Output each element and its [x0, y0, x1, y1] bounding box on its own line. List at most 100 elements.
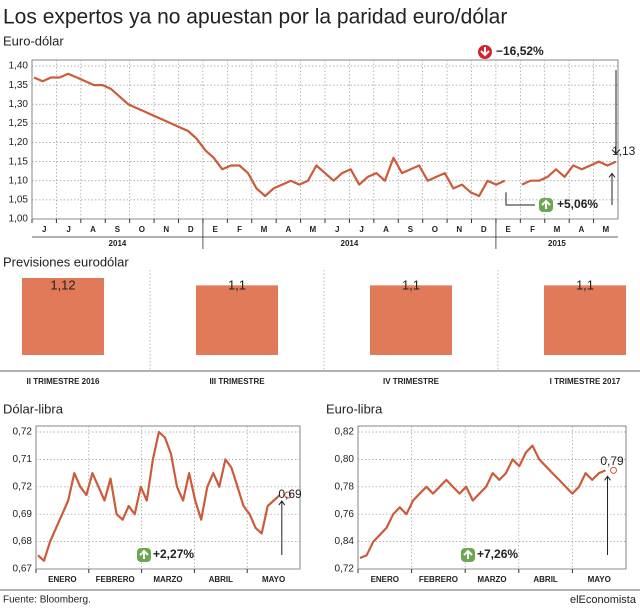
x-tick-label: J	[42, 225, 46, 234]
x-tick-label: F	[530, 225, 535, 234]
x-tick-label: S	[115, 225, 121, 234]
y-tick-label: 0,78	[335, 481, 355, 492]
x-tick-label: A	[90, 225, 96, 234]
down-arrow	[480, 47, 490, 57]
chart-title: Euro-libra	[326, 401, 383, 416]
x-tick-label: J	[66, 225, 70, 234]
category-label: I TRIMESTRE 2017	[550, 377, 621, 386]
x-tick-label: ABRIL	[533, 575, 558, 584]
y-tick-label: 0,72	[13, 427, 33, 438]
arrow	[604, 475, 611, 555]
x-tick-label: E	[212, 225, 218, 234]
category-label: II TRIMESTRE 2016	[27, 377, 100, 386]
x-tick-label: F	[237, 225, 242, 234]
y-tick-label: 0,68	[13, 536, 33, 547]
y-tick-label: 1,40	[9, 61, 29, 72]
x-tick-label: J	[335, 225, 339, 234]
x-tick-label: MAYO	[588, 575, 611, 584]
bar	[370, 285, 452, 355]
x-tick-label: A	[285, 225, 291, 234]
y-tick-label: 0,80	[335, 454, 355, 465]
plot-frame	[31, 59, 619, 220]
line-series	[521, 160, 617, 186]
chart-title: Previsiones eurodólar	[3, 254, 129, 269]
bar	[196, 285, 278, 355]
arrow	[505, 172, 616, 206]
y-tick-label: 0,71	[13, 454, 33, 465]
x-tick-label: N	[456, 225, 462, 234]
annotation: +2,27%	[153, 547, 194, 561]
value-label: 1,1	[576, 277, 594, 292]
line-series	[33, 72, 506, 198]
x-tick-label: FEBRERO	[96, 575, 135, 584]
y-tick-label: 1,35	[9, 80, 29, 91]
x-tick-label: MAYO	[262, 575, 285, 584]
value-label: 1,1	[402, 277, 420, 292]
arrow	[278, 500, 286, 555]
annotation: 0,69	[278, 487, 302, 501]
last-point	[284, 491, 292, 499]
y-tick-label: 0,72	[335, 564, 355, 575]
x-tick-label: J	[359, 225, 363, 234]
line-series	[359, 444, 606, 560]
y-tick-label: 0,84	[335, 536, 355, 547]
x-tick-label: ENERO	[48, 575, 76, 584]
annotation: 0,79	[600, 454, 624, 468]
y-tick-label: 0,76	[335, 509, 355, 520]
x-tick-label: M	[261, 225, 268, 234]
x-tick-label: MARZO	[477, 575, 506, 584]
annotation: +7,26%	[477, 547, 518, 561]
y-tick-label: 1,05	[9, 195, 29, 206]
annotation: −16,52%	[496, 44, 544, 58]
y-tick-label: 0,69	[13, 509, 33, 520]
up-icons	[137, 198, 553, 562]
category-label: III TRIMESTRE	[209, 377, 265, 386]
annotation: 1,13	[612, 144, 636, 158]
line-series	[37, 430, 281, 562]
y-tick-label: 0,82	[335, 427, 355, 438]
chart-title: Dólar-libra	[3, 401, 64, 416]
y-tick-label: 1,00	[9, 214, 29, 225]
x-tick-label: D	[481, 225, 487, 234]
source: Fuente: Bloomberg.	[3, 595, 91, 606]
x-tick-label: N	[163, 225, 169, 234]
value-label: 1,1	[228, 277, 246, 292]
y-tick-label: 1,25	[9, 118, 29, 129]
x-tick-label: M	[602, 225, 609, 234]
x-tick-label: A	[383, 225, 389, 234]
x-tick-label: ENERO	[371, 575, 399, 584]
value-label: 1,12	[50, 277, 75, 292]
bar	[544, 285, 626, 355]
y-tick-label: 1,20	[9, 137, 29, 148]
x-tick-label: M	[554, 225, 561, 234]
x-tick-label: S	[408, 225, 414, 234]
annotation: +5,06%	[557, 197, 598, 211]
main-title: Los expertos ya no apuestan por la parid…	[3, 6, 507, 29]
x-tick-label: A	[578, 225, 584, 234]
x-tick-label: O	[139, 225, 145, 234]
year-label: 2014	[341, 239, 359, 248]
x-tick-label: E	[505, 225, 511, 234]
year-label: 2014	[109, 239, 127, 248]
y-tick-label: 1,30	[9, 99, 29, 110]
x-tick-label: O	[432, 225, 438, 234]
x-tick-label: ABRIL	[209, 575, 234, 584]
arrow	[611, 70, 621, 155]
y-tick-label: 1,15	[9, 156, 29, 167]
year-label: 2015	[548, 239, 566, 248]
y-tick-label: 0,67	[13, 564, 33, 575]
x-tick-label: D	[188, 225, 194, 234]
x-tick-label: FEBRERO	[419, 575, 458, 584]
bar	[22, 278, 104, 355]
y-tick-label: 1,10	[9, 175, 29, 186]
brand: elEconomista	[570, 594, 637, 606]
x-tick-label: MARZO	[153, 575, 182, 584]
x-tick-label: M	[309, 225, 316, 234]
y-tick-label: 0,72	[13, 481, 33, 492]
category-label: IV TRIMESTRE	[383, 377, 440, 386]
last-point	[610, 466, 618, 474]
chart-title: Euro-dólar	[3, 33, 64, 48]
plot-frame	[35, 425, 301, 570]
